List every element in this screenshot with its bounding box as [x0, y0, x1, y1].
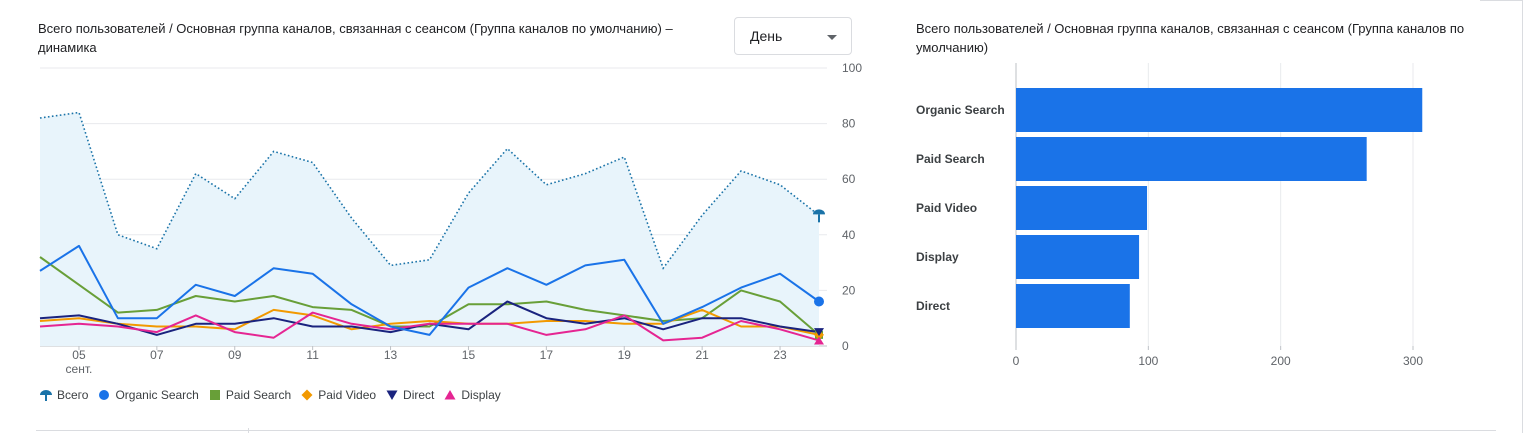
y-tick-label: 40 — [842, 228, 856, 242]
legend-item-всего[interactable]: Всего — [40, 388, 88, 402]
x-tick-label: 19 — [618, 348, 632, 362]
x-tick-label: 05 — [72, 348, 86, 362]
x-tick-label: 300 — [1403, 354, 1423, 368]
category-label-paid-search: Paid Search — [916, 152, 985, 166]
legend-label: Organic Search — [115, 388, 199, 402]
chevron-down-icon — [827, 35, 837, 40]
category-label-direct: Direct — [916, 299, 950, 313]
granularity-selected-value: День — [750, 28, 783, 44]
x-tick-label: 0 — [1013, 354, 1020, 368]
x-tick-sublabel: сент. — [66, 362, 93, 376]
bottom-divider-tick — [248, 428, 249, 433]
series-line-всего — [39, 111, 820, 270]
end-marker-display — [814, 336, 824, 345]
x-tick-label: 15 — [462, 348, 476, 362]
bar-organic-search[interactable] — [1016, 88, 1423, 132]
line-chart-title: Всего пользователей / Основная группа ка… — [38, 21, 673, 55]
total-area-fill — [40, 112, 819, 346]
legend-item-organic-search[interactable]: Organic Search — [98, 388, 199, 402]
legend-marker-circle-icon — [99, 390, 110, 400]
legend-label: Direct — [403, 388, 435, 402]
legend-marker-square-icon — [209, 390, 220, 400]
line-chart-total-area — [40, 112, 819, 346]
legend-marker-pin-icon — [40, 390, 52, 401]
y-tick-label: 80 — [842, 117, 856, 131]
legend-label: Paid Search — [225, 388, 292, 402]
category-label-paid-video: Paid Video — [916, 201, 977, 215]
legend-marker-triangle-up-icon — [444, 390, 456, 400]
x-tick-label: 100 — [1138, 354, 1158, 368]
legend-item-direct[interactable]: Direct — [386, 388, 434, 402]
x-tick-label: 07 — [150, 348, 164, 362]
line-chart-legend: Всего Organic Search Paid Search Paid Video… — [40, 386, 511, 404]
bottom-divider — [36, 430, 1496, 431]
category-label-display: Display — [916, 250, 959, 264]
line-chart-y-ticks: 0 20 40 60 80 100 — [842, 61, 862, 353]
bar-chart: Organic Search Paid Search Paid Video Displ… — [916, 63, 1423, 368]
legend-label: Paid Video — [318, 388, 377, 402]
series-line-paid-search — [39, 256, 820, 336]
end-marker-direct — [814, 328, 824, 337]
end-marker-organic-search — [814, 296, 824, 307]
legend-label: Всего — [57, 388, 89, 402]
line-chart-end-markers — [813, 209, 825, 345]
line-chart-series — [39, 111, 820, 342]
x-tick-label: 21 — [695, 348, 709, 362]
x-tick-label: 09 — [228, 348, 242, 362]
legend-item-paid-video[interactable]: Paid Video — [301, 388, 376, 402]
bar-chart-category-labels: Organic Search Paid Search Paid Video Displ… — [916, 103, 1005, 313]
card-frame-right — [1522, 0, 1523, 433]
series-line-display — [39, 311, 820, 342]
bar-direct[interactable] — [1016, 284, 1130, 328]
category-label-organic-search: Organic Search — [916, 103, 1005, 117]
legend-marker-triangle-down-icon — [386, 390, 398, 400]
y-tick-label: 0 — [842, 339, 849, 353]
legend-item-display[interactable]: Display — [444, 388, 501, 402]
x-tick-label: 23 — [773, 348, 787, 362]
bar-paid-search[interactable] — [1016, 137, 1367, 181]
y-tick-label: 20 — [842, 283, 856, 297]
bar-paid-video[interactable] — [1016, 186, 1148, 230]
bar-chart-title: Всего пользователей / Основная группа ка… — [916, 21, 1465, 55]
legend-marker-diamond-icon — [301, 389, 313, 401]
series-line-organic-search — [39, 244, 820, 336]
bar-display[interactable] — [1016, 235, 1140, 279]
x-tick-label: 13 — [384, 348, 398, 362]
y-tick-label: 100 — [842, 61, 862, 75]
y-tick-label: 60 — [842, 172, 856, 186]
bar-chart-bars — [1016, 88, 1423, 328]
legend-label: Display — [461, 388, 501, 402]
x-tick-label: 11 — [306, 348, 319, 362]
x-tick-label: 200 — [1271, 354, 1291, 368]
granularity-dropdown[interactable]: День — [734, 17, 852, 55]
bar-chart-x-ticks: 0 100 200 300 — [1013, 346, 1423, 368]
card-frame-top — [1480, 0, 1522, 1]
end-marker-всего — [813, 209, 825, 223]
x-tick-label: 17 — [540, 348, 554, 362]
legend-item-paid-search[interactable]: Paid Search — [209, 388, 291, 402]
